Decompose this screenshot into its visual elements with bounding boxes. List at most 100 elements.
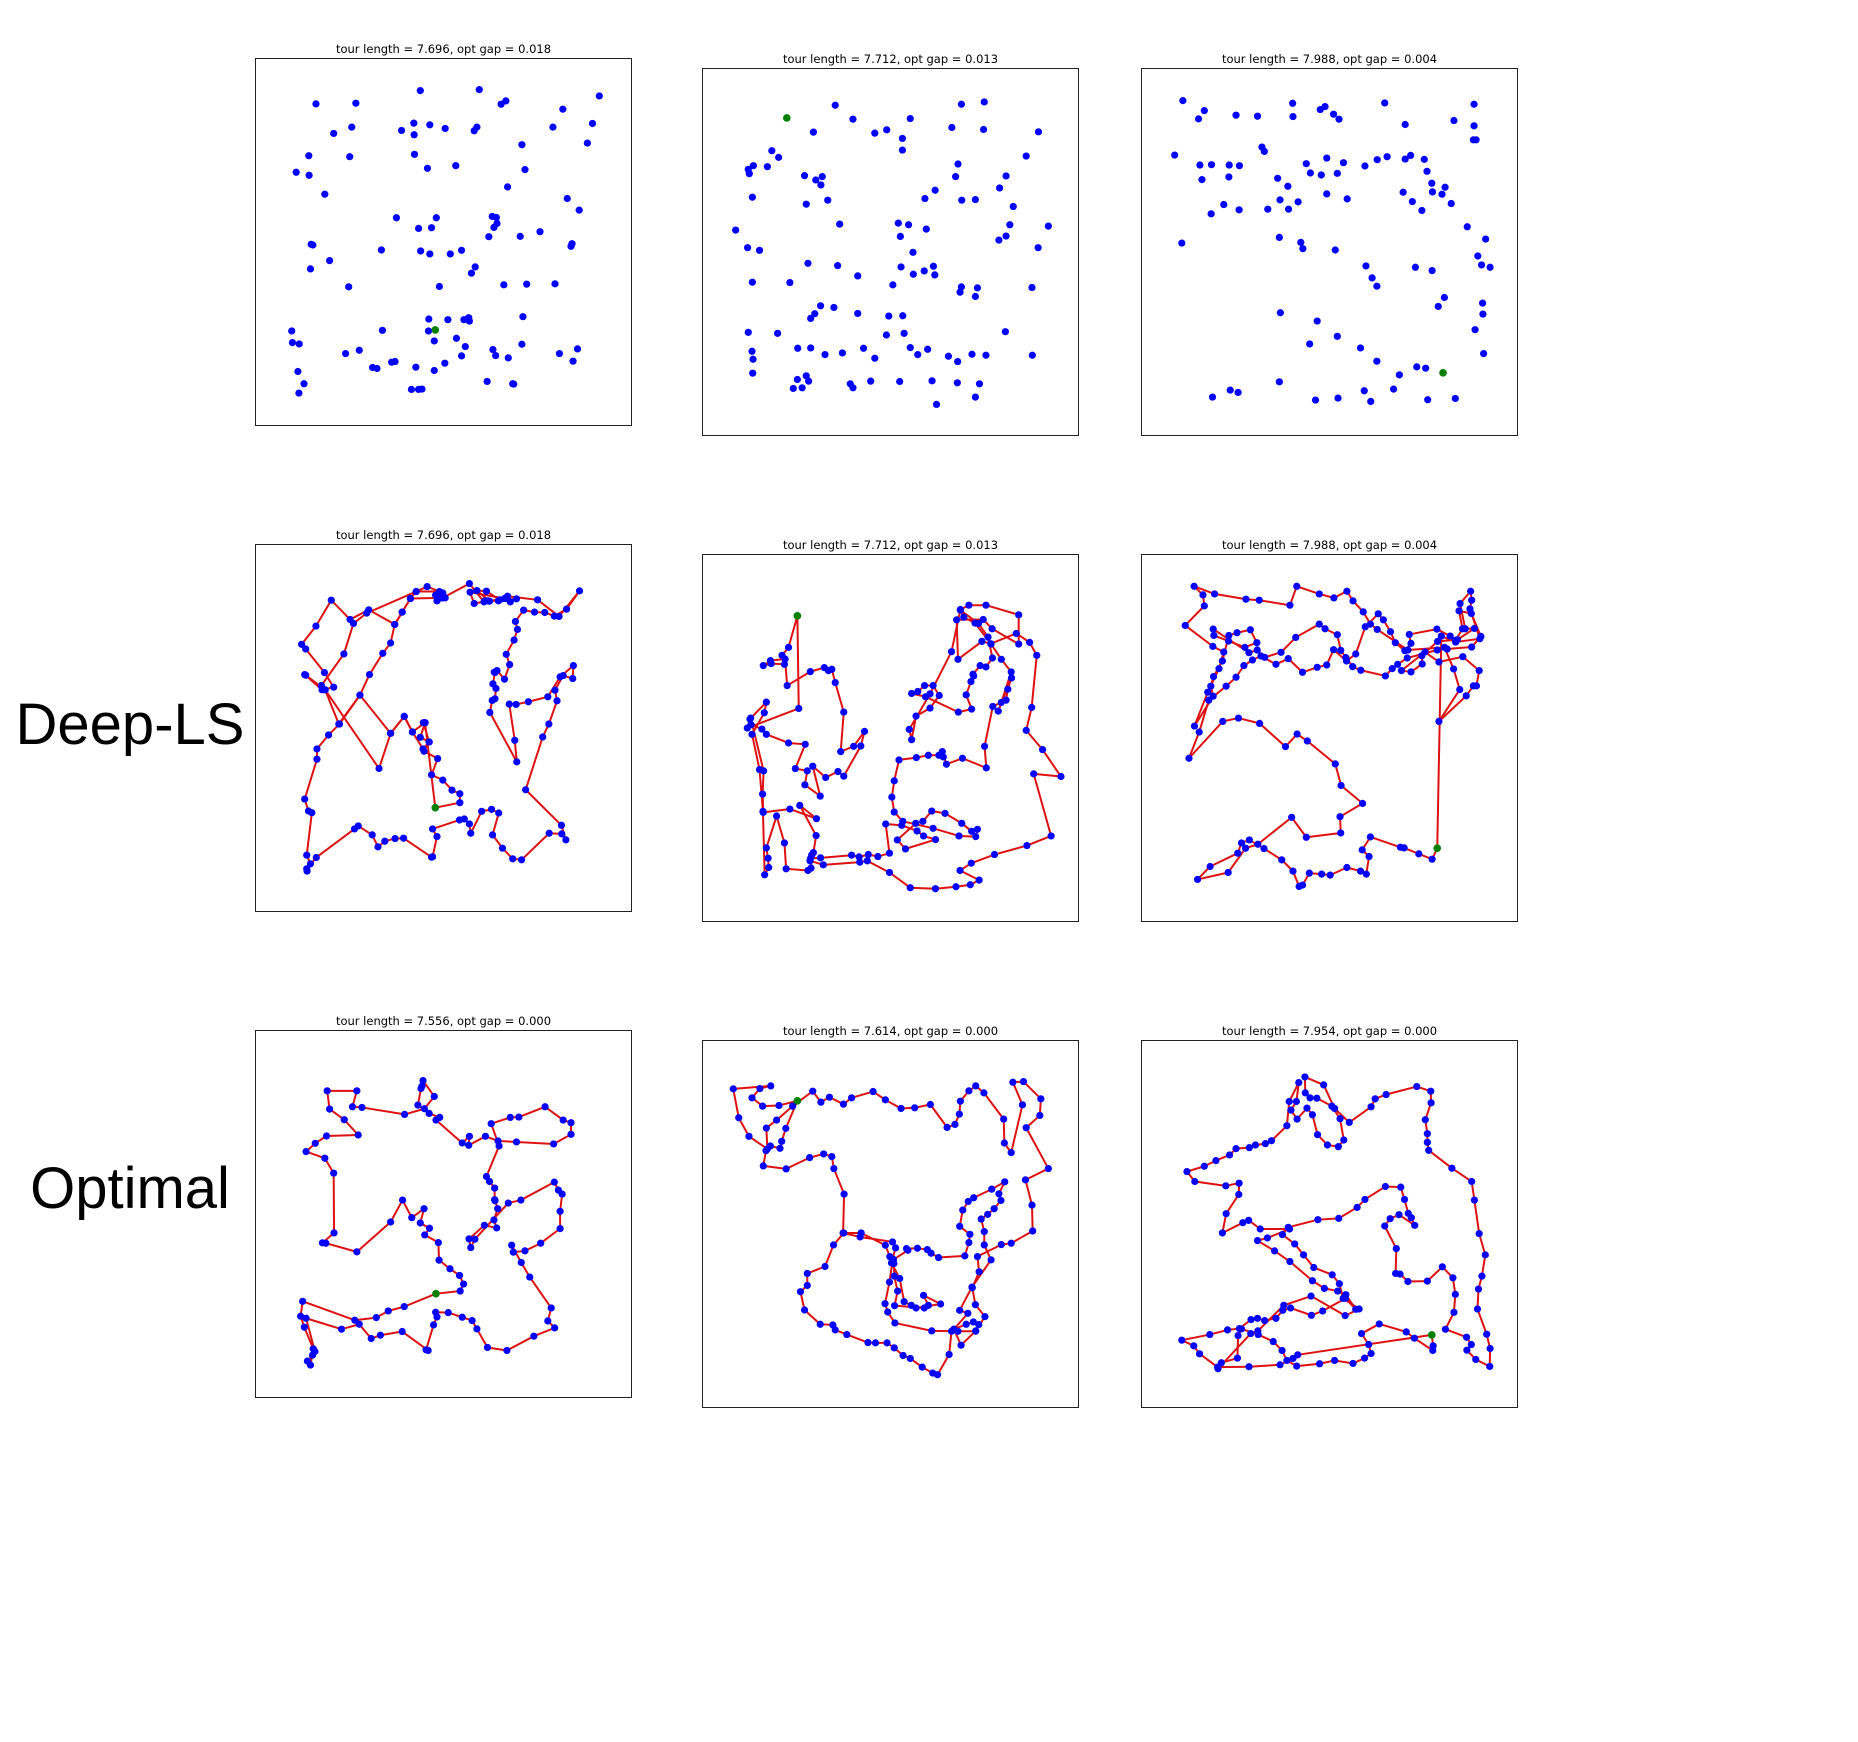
tour-edge	[1437, 694, 1468, 723]
city-point	[1301, 1073, 1309, 1081]
city-point	[1306, 340, 1314, 348]
city-point	[374, 843, 382, 851]
city-point	[968, 350, 976, 358]
city-point	[1274, 174, 1282, 182]
city-point	[1245, 836, 1253, 844]
city-point	[513, 625, 522, 633]
city-point	[320, 668, 329, 677]
tour-edge	[866, 859, 891, 874]
city-point	[1261, 653, 1269, 661]
city-point	[990, 1205, 998, 1213]
city-point	[1341, 1312, 1349, 1320]
city-point	[1194, 115, 1203, 123]
city-point	[1362, 870, 1370, 878]
tour-edge	[1187, 720, 1224, 760]
city-point	[1034, 128, 1043, 136]
city-point	[1033, 651, 1041, 659]
city-point	[1288, 813, 1296, 821]
city-point	[378, 326, 387, 334]
city-point	[352, 99, 360, 107]
tour-edge	[1198, 1352, 1219, 1369]
city-point	[510, 380, 518, 388]
panel-title: tour length = 7.556, opt gap = 0.000	[335, 1014, 552, 1028]
city-point	[1483, 1330, 1491, 1338]
tour-edge	[1437, 688, 1461, 723]
city-point	[324, 731, 333, 739]
city-point	[1472, 136, 1480, 144]
city-point	[1000, 1115, 1008, 1123]
city-point	[828, 1153, 836, 1161]
city-point	[1255, 719, 1264, 727]
city-point	[1343, 195, 1351, 203]
city-point	[1358, 799, 1367, 808]
city-point	[1206, 1330, 1214, 1339]
city-point	[311, 1139, 319, 1147]
tour-edge	[758, 768, 764, 813]
city-point	[434, 754, 442, 763]
city-point	[416, 87, 424, 95]
city-point	[1289, 99, 1297, 107]
city-point	[1222, 1210, 1230, 1218]
city-point	[1235, 1179, 1243, 1187]
tour-edge	[488, 711, 518, 763]
city-point	[967, 677, 975, 686]
city-point	[1253, 639, 1261, 647]
city-point	[432, 1116, 440, 1124]
tour-edge	[961, 757, 988, 769]
city-point	[929, 824, 937, 832]
city-point	[1396, 1270, 1404, 1278]
city-point	[1340, 1136, 1348, 1144]
city-point	[558, 830, 566, 838]
city-point	[1241, 844, 1250, 852]
city-point	[1470, 1196, 1479, 1204]
city-point	[551, 1324, 559, 1332]
city-point	[791, 764, 799, 773]
city-point	[483, 377, 491, 386]
tour-edge	[1011, 1081, 1024, 1106]
city-point	[309, 1345, 317, 1353]
city-point	[933, 1371, 942, 1379]
city-point	[1329, 646, 1338, 654]
city-point	[541, 1103, 549, 1111]
city-point	[1224, 868, 1232, 877]
plot-svg	[732, 98, 1052, 408]
city-point	[1286, 601, 1294, 609]
city-point	[1306, 1094, 1314, 1102]
city-point	[969, 1318, 977, 1326]
city-point	[1215, 665, 1223, 673]
city-point	[1456, 685, 1464, 694]
city-point	[500, 281, 508, 289]
city-point	[377, 246, 386, 254]
city-point	[897, 1104, 905, 1113]
tour-edge	[904, 838, 937, 850]
city-point	[421, 719, 429, 727]
city-point	[926, 704, 934, 712]
city-point	[1277, 648, 1285, 656]
city-point	[1335, 1280, 1343, 1288]
city-point	[541, 608, 549, 617]
city-point	[1044, 1164, 1052, 1173]
city-point	[1260, 147, 1268, 156]
city-point	[1343, 863, 1351, 872]
city-point	[941, 809, 949, 817]
city-point	[335, 720, 343, 728]
tour-edge	[1024, 1178, 1033, 1207]
tour-edge	[1394, 1247, 1398, 1275]
city-point	[914, 687, 922, 696]
city-point	[505, 700, 513, 708]
city-point	[801, 740, 809, 748]
city-point	[972, 1327, 980, 1335]
city-point	[1028, 351, 1036, 359]
city-point	[745, 170, 753, 178]
tour-edge	[785, 867, 809, 872]
city-point	[796, 1288, 805, 1296]
city-point	[763, 163, 771, 171]
city-point	[808, 851, 816, 859]
city-point	[1190, 1342, 1198, 1350]
city-point	[806, 668, 814, 676]
tour-edge	[1025, 706, 1033, 732]
city-point	[1245, 649, 1253, 657]
tour-edge	[303, 758, 318, 801]
city-point	[1247, 1329, 1255, 1338]
city-point	[895, 756, 903, 764]
